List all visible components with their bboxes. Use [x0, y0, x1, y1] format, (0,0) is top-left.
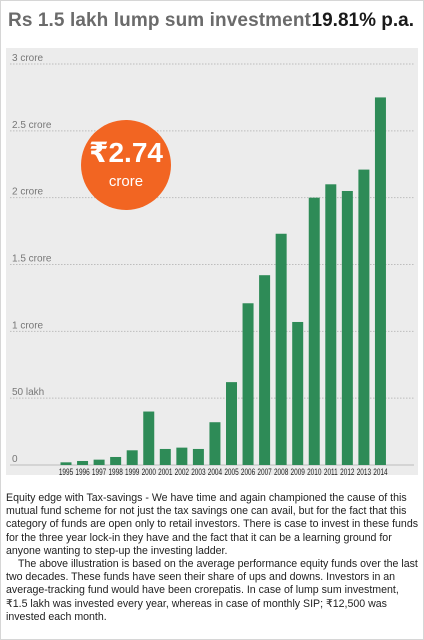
bar — [325, 184, 337, 466]
bar — [358, 169, 370, 465]
y-tick-label: 3 crore — [12, 53, 44, 64]
bar — [93, 459, 105, 465]
y-tick-label: 50 lakh — [12, 387, 44, 398]
chart-title: Rs 1.5 lakh lump sum investment — [8, 10, 311, 31]
bar — [275, 233, 287, 465]
x-tick-label: 2001 — [158, 467, 173, 475]
bar — [192, 448, 204, 465]
bar — [341, 190, 353, 465]
return-rate: 19.81% p.a. — [311, 10, 414, 31]
bar — [292, 321, 304, 465]
x-tick-label: 2009 — [291, 467, 306, 475]
y-tick-label: 0 — [12, 454, 18, 465]
x-tick-label: 2006 — [241, 467, 256, 475]
bar — [308, 197, 320, 465]
bar — [126, 450, 138, 465]
y-tick-label: 1.5 crore — [12, 254, 52, 265]
caption-paragraph: Equity edge with Tax-savings - We have t… — [6, 492, 419, 557]
x-tick-label: 1995 — [59, 467, 74, 475]
x-tick-label: 2003 — [191, 467, 206, 475]
x-tick-label: 2004 — [208, 467, 223, 475]
callout-value: ₹2.74 — [89, 137, 163, 168]
x-tick-label: 2007 — [257, 467, 272, 475]
bar — [60, 462, 72, 465]
x-tick-label: 2008 — [274, 467, 289, 475]
bar — [77, 460, 89, 465]
header: Rs 1.5 lakh lump sum investment 19.81% p… — [8, 4, 416, 34]
y-tick-label: 2.5 crore — [12, 120, 52, 131]
y-tick-label: 2 crore — [12, 187, 44, 198]
x-tick-label: 2011 — [324, 467, 338, 475]
bar — [209, 422, 221, 465]
x-tick-label: 2010 — [307, 467, 322, 475]
final-value-callout: ₹2.74 crore — [81, 120, 171, 210]
x-tick-label: 2012 — [340, 467, 355, 475]
x-tick-label: 2002 — [175, 467, 190, 475]
caption: Equity edge with Tax-savings - We have t… — [6, 492, 418, 624]
x-tick-label: 2014 — [373, 467, 388, 475]
callout-unit: crore — [108, 173, 144, 190]
bar-chart: 0 50 lakh 1 crore 1.5 crore 2 crore 2.5 crore… — [10, 53, 414, 475]
bar — [259, 275, 271, 465]
bar — [143, 411, 155, 465]
caption-paragraph: The above illustration is based on the a… — [6, 558, 418, 623]
bar — [374, 97, 386, 465]
bar — [159, 448, 171, 465]
bar — [242, 303, 254, 465]
x-tick-label: 2000 — [142, 467, 157, 475]
chart-panel: 0 50 lakh 1 crore 1.5 crore 2 crore 2.5 crore… — [6, 48, 418, 475]
x-tick-label: 2005 — [224, 467, 239, 475]
x-tick-label: 1998 — [108, 467, 123, 475]
bar — [226, 382, 237, 465]
x-tick-label: 1997 — [92, 467, 107, 475]
x-tick-label: 1996 — [75, 467, 90, 475]
bar — [176, 447, 188, 465]
y-tick-label: 1 crore — [12, 320, 44, 331]
bar — [110, 456, 122, 465]
x-tick-label: 1999 — [125, 467, 140, 475]
x-tick-label: 2013 — [357, 467, 372, 475]
